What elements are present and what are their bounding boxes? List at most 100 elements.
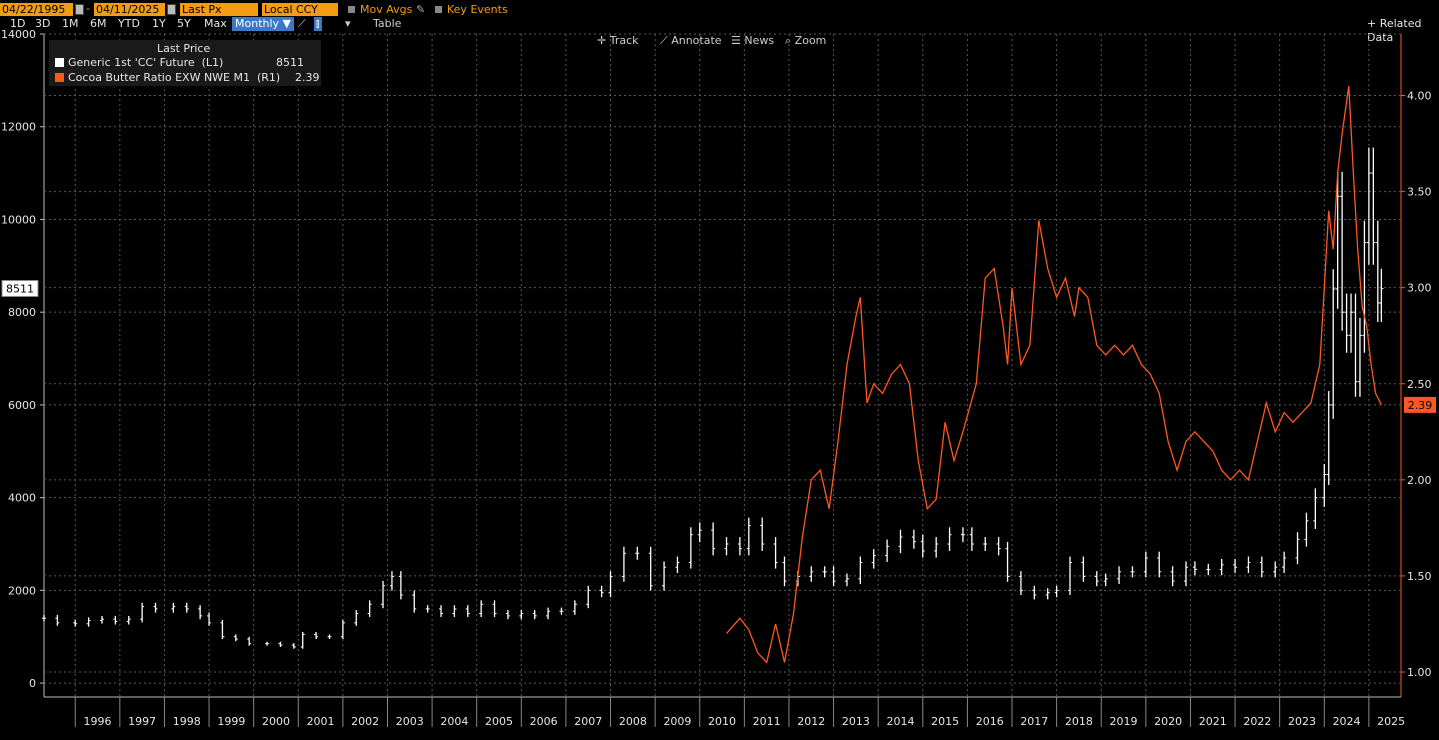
legend-entry-cocoa-butter-ratio: Cocoa Butter Ratio EXW NWE M1 (R1) [55, 71, 280, 84]
zoom-tool[interactable]: ⌕ Zoom [785, 34, 826, 48]
date-separator: - [86, 2, 90, 15]
magnifier-icon: ⌕ [785, 34, 795, 47]
range-1y[interactable]: 1Y [152, 17, 166, 30]
last-value-flag-right [1404, 396, 1436, 413]
x-tick-label: 2009 [663, 715, 691, 728]
legend-label: Cocoa Butter Ratio EXW NWE M1 (R1) [68, 71, 281, 84]
crosshair-icon: ✛ [597, 34, 610, 47]
range-1m[interactable]: 1M [62, 17, 79, 30]
calendar-icon[interactable] [75, 4, 84, 15]
legend-value: 8511 [276, 56, 304, 69]
legend-label: Generic 1st 'CC' Future (L1) [68, 56, 224, 69]
legend-value: 2.39 [295, 71, 320, 84]
x-tick-label: 2024 [1333, 715, 1361, 728]
x-tick-label: 2008 [619, 715, 647, 728]
x-tick-label: 2012 [797, 715, 825, 728]
x-tick-label: 2023 [1288, 715, 1316, 728]
range-5y[interactable]: 5Y [177, 17, 191, 30]
y-right-tick-label: 3.50 [1407, 186, 1432, 199]
x-tick-label: 2017 [1020, 715, 1048, 728]
range-1d[interactable]: 1D [10, 17, 26, 30]
y-left-tick-label: 8000 [8, 306, 36, 319]
y-left-tick-label: 0 [29, 677, 36, 690]
x-tick-label: 2016 [976, 715, 1004, 728]
zoom-label: Zoom [794, 34, 827, 47]
news-label: News [744, 34, 775, 47]
bar-chart-icon[interactable]: ⫾ [314, 17, 322, 31]
legend: Last Price Generic 1st 'CC' Future (L1) … [49, 40, 321, 86]
calendar-icon[interactable] [167, 4, 176, 15]
y-left-tick-label: 10000 [1, 213, 36, 226]
x-tick-label: 1998 [173, 715, 201, 728]
mov-avgs-label[interactable]: Mov Avgs [360, 3, 413, 16]
x-tick-label: 2014 [886, 715, 914, 728]
x-tick-label: 2004 [440, 715, 468, 728]
y-left-tick-label: 14000 [1, 28, 36, 41]
y-left-tick-label: 12000 [1, 121, 36, 134]
x-tick-label: 2015 [931, 715, 959, 728]
y-right-tick-label: 2.50 [1407, 378, 1432, 391]
last-value-label-right: 2.39 [1408, 399, 1433, 412]
pencil-icon: ⟋ [660, 34, 672, 47]
toolbar: 04/22/1995 - 04/11/2025 Last Px Local CC… [0, 0, 1439, 44]
news-icon: ☰ [731, 34, 745, 47]
range-max[interactable]: Max [204, 17, 227, 30]
annotate-label: Annotate [671, 34, 722, 47]
x-tick-label: 2022 [1243, 715, 1271, 728]
y-right-tick-label: 2.00 [1407, 474, 1432, 487]
currency-select[interactable]: Local CCY [262, 3, 338, 16]
track-label: Track [609, 34, 639, 47]
x-tick-label: 1996 [84, 715, 112, 728]
y-right-tick-label: 1.50 [1407, 570, 1432, 583]
x-tick-label: 2002 [351, 715, 379, 728]
y-right-tick-label: 1.00 [1407, 666, 1432, 679]
field-select[interactable]: Last Px [180, 3, 258, 16]
legend-swatch [55, 58, 64, 67]
legend-swatch [55, 73, 64, 82]
x-tick-label: 2001 [307, 715, 335, 728]
cocoa-butter-ratio-line [726, 85, 1382, 664]
y-right-tick-label: 3.00 [1407, 282, 1432, 295]
x-tick-label: 2007 [574, 715, 602, 728]
key-events-label[interactable]: Key Events [447, 3, 508, 16]
y-left-tick-label: 6000 [8, 399, 36, 412]
y-left-tick-label: 4000 [8, 492, 36, 505]
x-tick-label: 2005 [485, 715, 513, 728]
news-tool[interactable]: ☰ News [731, 34, 774, 48]
x-tick-label: 2010 [708, 715, 736, 728]
x-tick-label: 2000 [262, 715, 290, 728]
x-tick-label: 1999 [217, 715, 245, 728]
range-3d[interactable]: 3D [35, 17, 51, 30]
legend-title: Last Price [157, 42, 211, 55]
period-select[interactable]: Monthly ▼ [232, 17, 294, 31]
x-tick-label: 2003 [396, 715, 424, 728]
last-value-label-left: 8511 [6, 282, 34, 295]
pencil-icon[interactable]: ✎ [416, 3, 426, 16]
track-tool[interactable]: ✛ Track [597, 34, 639, 48]
x-tick-label: 2013 [842, 715, 870, 728]
y-right-tick-label: 4.00 [1407, 89, 1432, 102]
x-tick-label: 2025 [1377, 715, 1405, 728]
line-chart-icon[interactable]: ⟋ [298, 17, 306, 30]
mov-avgs-checkbox[interactable] [348, 6, 355, 13]
dropdown-icon[interactable]: ▾ [345, 17, 351, 30]
x-tick-label: 2006 [530, 715, 558, 728]
legend-entry-cc-future: Generic 1st 'CC' Future (L1) [55, 56, 223, 69]
x-tick-label: 2019 [1110, 715, 1138, 728]
key-events-checkbox[interactable] [435, 6, 442, 13]
last-value-flag-left [1, 279, 39, 297]
x-tick-label: 2021 [1199, 715, 1227, 728]
related-data-button[interactable]: + Related Data [1367, 17, 1422, 44]
x-tick-label: 2011 [753, 715, 781, 728]
annotate-tool[interactable]: ⟋ Annotate [660, 34, 722, 48]
start-date-field[interactable]: 04/22/1995 [0, 3, 73, 16]
x-tick-label: 2018 [1065, 715, 1093, 728]
range-ytd[interactable]: YTD [118, 17, 140, 30]
table-button[interactable]: Table [373, 17, 402, 30]
end-date-field[interactable]: 04/11/2025 [94, 3, 165, 16]
x-tick-label: 2020 [1154, 715, 1182, 728]
x-tick-label: 1997 [128, 715, 156, 728]
range-6m[interactable]: 6M [90, 17, 107, 30]
y-left-tick-label: 2000 [8, 584, 36, 597]
